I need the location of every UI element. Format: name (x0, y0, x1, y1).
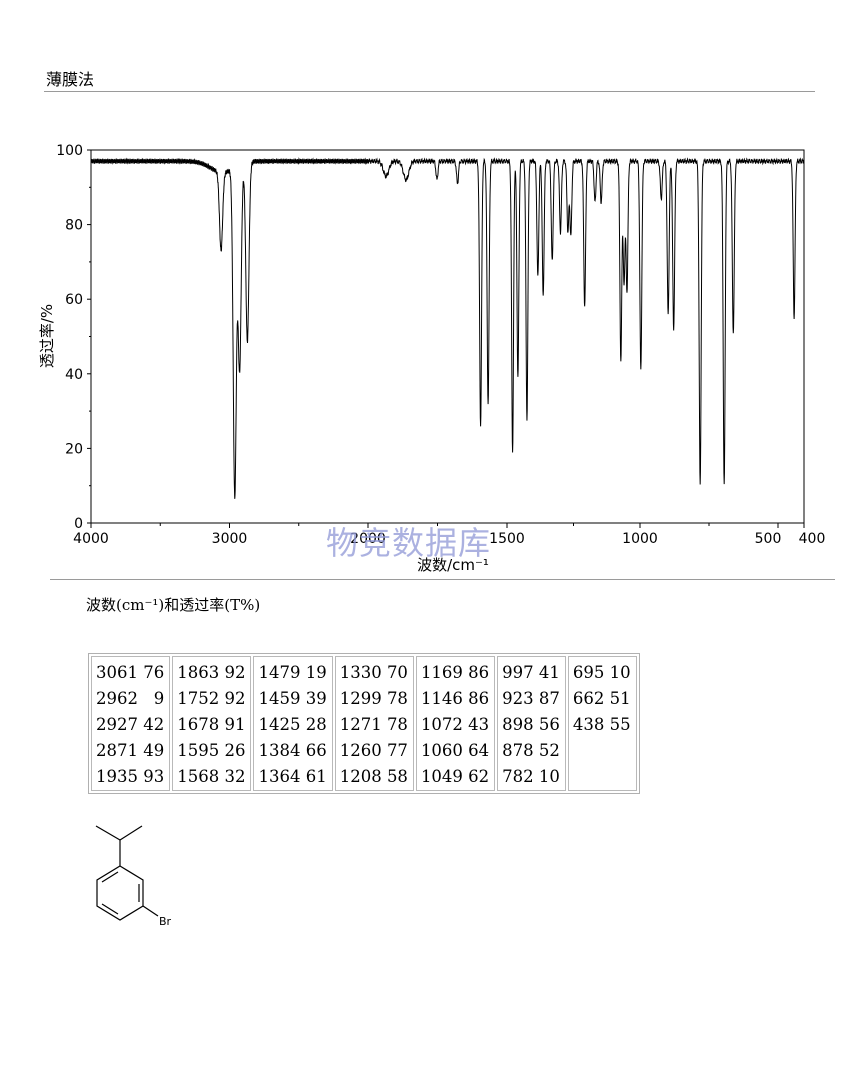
y-axis-label: 透过率/% (38, 304, 56, 368)
table-column: 1169 86 1146 86 1072 43 1060 64 1049 62 (415, 656, 496, 791)
peak-cell: 1459 39 (258, 689, 327, 708)
peak-cell: 1208 58 (339, 767, 408, 786)
watermark: 物竞数据库 (326, 524, 492, 562)
bromine-label: Br (159, 915, 172, 928)
peak-cell: 898 56 (502, 715, 560, 734)
section-divider (50, 579, 835, 580)
peak-cell: 1169 86 (420, 663, 490, 682)
peak-cell: 997 41 (502, 663, 560, 682)
peak-table: 3061 76 2962 9 2927 42 2871 49 1935 93 1863 9… (88, 653, 640, 794)
x-tick-label: 1000 (622, 531, 658, 547)
peak-cell: 1425 28 (258, 715, 327, 734)
peak-cell: 1271 78 (339, 715, 408, 734)
peak-cell: 1595 26 (177, 741, 246, 760)
table-column: 3061 76 2962 9 2927 42 2871 49 1935 93 (91, 656, 171, 791)
y-axis: 0 20 40 60 80 100 (56, 143, 91, 532)
table-column: 695 10 662 51 438 55 (567, 656, 637, 791)
table-row: 3061 76 2962 9 2927 42 2871 49 1935 93 1863 9… (91, 656, 637, 791)
x-axis: 4000 3000 2000 1500 1000 500 400 (73, 523, 825, 547)
method-title: 薄膜法 (46, 70, 95, 89)
peak-cell: 1935 93 (96, 767, 165, 786)
table-column: 1863 92 1752 92 1678 91 1595 26 1568 32 (172, 656, 252, 791)
peak-cell: 1752 92 (177, 689, 246, 708)
peak-cell: 695 10 (572, 663, 631, 682)
y-tick-label: 80 (65, 218, 83, 234)
double-bond (101, 903, 119, 915)
peak-cell: 2962 9 (96, 689, 165, 708)
peak-cell: 1678 91 (177, 715, 246, 734)
peak-cell: 782 10 (502, 767, 560, 786)
x-tick-label: 400 (799, 531, 826, 547)
peak-cell: 1479 19 (258, 663, 327, 682)
peak-cell: 1049 62 (420, 767, 490, 786)
peak-cell: 3061 76 (96, 663, 165, 682)
bond (119, 825, 143, 841)
peak-cell: 1330 70 (339, 663, 408, 682)
peak-cell: 1863 92 (177, 663, 246, 682)
y-tick-label: 60 (65, 292, 83, 308)
bond (95, 825, 121, 841)
peak-cell: 1299 78 (339, 689, 408, 708)
y-tick-label: 100 (56, 143, 83, 159)
peak-cell: 923 87 (502, 689, 560, 708)
peak-cell: 1260 77 (339, 741, 408, 760)
peak-cell: 1146 86 (420, 689, 490, 708)
peak-cell: 1364 61 (258, 767, 327, 786)
peak-cell: 878 52 (502, 741, 560, 760)
peak-cell: 2927 42 (96, 715, 165, 734)
bond (142, 905, 159, 917)
spectrum-line (90, 157, 805, 499)
peak-cell: 438 55 (572, 715, 631, 734)
top-divider (44, 91, 815, 92)
x-axis-label: 波数/cm⁻¹ (417, 556, 489, 574)
benzene-ring (96, 865, 144, 921)
peak-cell: 1568 32 (177, 767, 246, 786)
x-tick-label: 3000 (212, 531, 248, 547)
table-caption: 波数(cm⁻¹)和透过率(T%) (86, 596, 261, 614)
peak-cell: 1384 66 (258, 741, 327, 760)
peak-cell: 1072 43 (420, 715, 490, 734)
y-tick-label: 0 (74, 516, 83, 532)
x-tick-label: 4000 (73, 531, 109, 547)
y-tick-label: 40 (65, 367, 83, 383)
table-column: 1479 19 1459 39 1425 28 1384 66 1364 61 (253, 656, 333, 791)
x-tick-label: 2000 (350, 531, 386, 547)
double-bond (101, 871, 119, 883)
peak-cell: 2871 49 (96, 741, 165, 760)
y-tick-label: 20 (65, 441, 83, 457)
table-column: 997 41 923 87 898 56 878 52 782 10 (497, 656, 566, 791)
peak-cell: 1060 64 (420, 741, 490, 760)
x-tick-label: 1500 (489, 531, 525, 547)
peak-cell: 662 51 (572, 689, 631, 708)
x-tick-label: 500 (755, 531, 782, 547)
table-column: 1330 70 1299 78 1271 78 1260 77 1208 58 (334, 656, 414, 791)
